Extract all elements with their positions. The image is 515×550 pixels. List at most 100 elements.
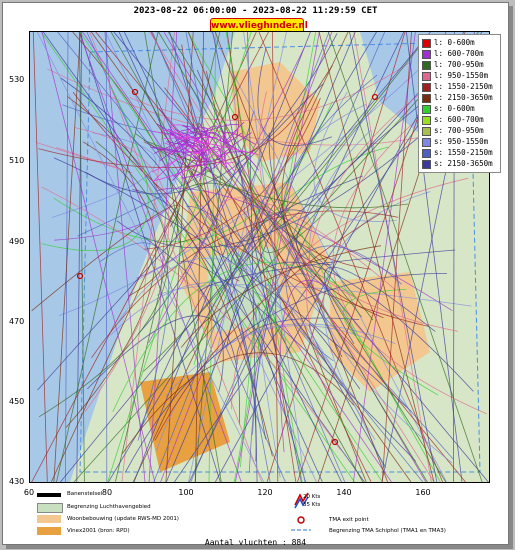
key-vinex: Vinex2001 (bron: RPD)	[67, 528, 130, 534]
legend-swatch	[422, 159, 431, 169]
flight-track	[223, 132, 256, 148]
flight-track	[192, 125, 218, 145]
x-tick-120: 120	[257, 488, 273, 497]
flight-track	[149, 32, 435, 482]
flight-track	[199, 249, 456, 292]
flight-track	[47, 68, 430, 146]
legend-label: s: 600-700m	[434, 115, 484, 124]
flight-track	[32, 32, 48, 482]
flight-track	[194, 32, 233, 482]
runway-swatch	[37, 493, 61, 497]
flight-track	[72, 91, 429, 327]
flight-track	[79, 32, 383, 482]
flight-track	[124, 273, 448, 473]
flight-track-map[interactable]	[29, 31, 490, 483]
flight-track	[196, 69, 277, 279]
flight-track	[38, 141, 169, 418]
flight-track	[353, 32, 416, 482]
legend-item: s: 0-600m	[422, 104, 475, 115]
legend-label: s: 1550-2150m	[434, 148, 493, 157]
legend-label: l: 2150-3650m	[434, 93, 493, 102]
flight-track	[121, 352, 355, 454]
legend-swatch	[422, 71, 431, 81]
flight-track	[133, 32, 311, 482]
key-wind-35: 35 Kts	[303, 502, 321, 508]
flight-track	[188, 32, 287, 482]
flight-track	[42, 32, 365, 482]
flight-track	[143, 97, 321, 250]
legend-label: s: 2150-3650m	[434, 159, 493, 168]
flight-track	[349, 32, 438, 482]
map-key: Banenstelsel Begrenzing Luchthavengebied…	[29, 487, 488, 542]
legend-swatch	[422, 126, 431, 136]
flight-track	[266, 32, 406, 482]
flight-track	[160, 32, 333, 482]
flight-track	[36, 32, 265, 482]
flight-track	[156, 123, 185, 177]
key-airport: Begrenzing Luchthavengebied	[67, 504, 151, 510]
legend-item: l: 0-600m	[422, 38, 475, 49]
legend-item: l: 700-950m	[422, 60, 484, 71]
legend-label: l: 600-700m	[434, 49, 484, 58]
flight-track	[86, 32, 286, 482]
flight-track	[104, 32, 146, 482]
tma-exit-point-3	[231, 113, 239, 121]
tma-exit-point-4	[76, 272, 84, 280]
flight-track	[123, 32, 342, 482]
flight-track	[53, 32, 81, 482]
flight-track	[200, 147, 341, 277]
flight-track	[343, 289, 439, 396]
flight-track	[153, 124, 240, 154]
flight-track	[207, 133, 227, 156]
flight-track	[225, 32, 303, 482]
flight-track	[285, 92, 388, 362]
y-tick-510: 510	[9, 156, 25, 165]
key-runway: Banenstelsel	[67, 491, 103, 497]
flight-tracks	[31, 32, 489, 482]
flight-track	[58, 40, 450, 317]
wind-arrow-icon	[294, 492, 309, 509]
key-housing: Woonbebouwing (update RWS-MD 2001)	[67, 516, 179, 522]
flight-track	[279, 279, 331, 453]
flight-track	[327, 32, 483, 482]
legend-item: s: 700-950m	[422, 126, 484, 137]
tma-exit-point-2	[371, 93, 379, 101]
legend-item: s: 950-1550m	[422, 137, 488, 148]
legend-label: l: 0-600m	[434, 38, 475, 47]
y-tick-450: 450	[9, 397, 25, 406]
flight-track	[150, 146, 198, 179]
urban-area-4	[140, 372, 230, 472]
flight-track	[116, 257, 351, 400]
flight-track	[199, 166, 215, 182]
flight-track	[258, 91, 458, 332]
flight-track	[185, 32, 271, 482]
flight-track	[323, 266, 436, 345]
flight-track	[164, 142, 204, 155]
flight-track	[121, 32, 175, 482]
flight-count: Aantal vluchten : 884	[204, 538, 307, 547]
flight-track	[153, 32, 330, 482]
flight-track	[144, 32, 222, 482]
flight-track	[223, 123, 233, 178]
altitude-legend: l: 0-600m l: 600-700m l: 700-950m l: 950-15…	[418, 34, 501, 173]
urban-area-1	[230, 62, 320, 162]
flight-track	[99, 242, 169, 441]
legend-label: l: 700-950m	[434, 60, 484, 69]
flight-track	[230, 175, 363, 280]
legend-label: s: 0-600m	[434, 104, 475, 113]
legend-swatch	[422, 60, 431, 70]
flight-track	[91, 32, 412, 482]
flight-track	[308, 129, 453, 464]
map-title: 2023-08-22 06:00:00 - 2023-08-22 11:29:5…	[133, 6, 378, 16]
flight-track	[91, 210, 399, 359]
x-tick-160: 160	[415, 488, 431, 497]
flight-track	[154, 213, 381, 441]
flight-track	[406, 32, 463, 482]
legend-swatch	[422, 137, 431, 147]
flight-track	[76, 32, 83, 482]
legend-item: l: 2150-3650m	[422, 93, 493, 104]
legend-swatch	[422, 104, 431, 114]
flight-track	[252, 245, 402, 435]
flight-track	[309, 324, 387, 468]
flight-track	[108, 32, 377, 482]
